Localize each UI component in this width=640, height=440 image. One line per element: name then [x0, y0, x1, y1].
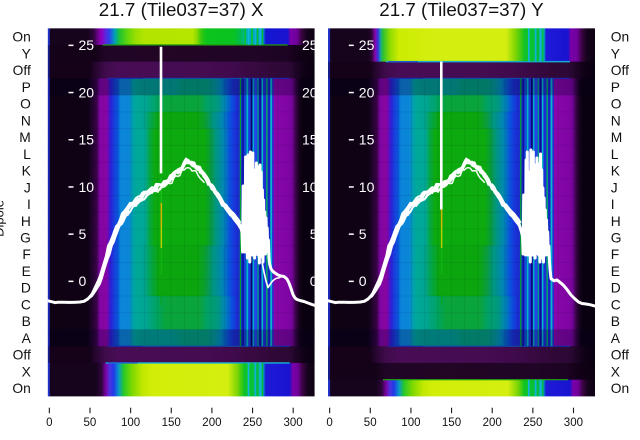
svg-text:E: E: [611, 264, 620, 279]
svg-text:5: 5: [310, 226, 318, 242]
svg-text:21.7 (Tile037=37) X: 21.7 (Tile037=37) X: [99, 0, 264, 20]
svg-text:On: On: [611, 381, 629, 396]
svg-text:Off: Off: [13, 63, 31, 78]
svg-text:20: 20: [79, 84, 95, 100]
svg-text:M: M: [611, 130, 623, 145]
svg-text:F: F: [22, 247, 30, 262]
svg-text:Off: Off: [611, 348, 629, 363]
svg-text:20: 20: [302, 84, 318, 100]
svg-text:C: C: [611, 297, 621, 312]
svg-text:Y: Y: [22, 46, 31, 61]
svg-text:X: X: [611, 364, 620, 379]
svg-text:15: 15: [359, 132, 375, 148]
svg-text:X: X: [22, 364, 31, 379]
svg-text:300: 300: [284, 417, 303, 429]
svg-text:Off: Off: [611, 63, 629, 78]
svg-text:20: 20: [359, 84, 375, 100]
svg-text:M: M: [19, 130, 31, 145]
svg-text:G: G: [20, 231, 31, 246]
svg-text:Dipole: Dipole: [0, 200, 7, 237]
svg-text:Y: Y: [611, 46, 620, 61]
svg-text:50: 50: [84, 417, 97, 429]
svg-text:5: 5: [79, 226, 87, 242]
svg-text:5: 5: [359, 226, 367, 242]
svg-text:300: 300: [564, 417, 583, 429]
svg-text:I: I: [611, 197, 615, 212]
svg-text:10: 10: [79, 179, 95, 195]
svg-text:J: J: [611, 180, 618, 195]
svg-text:N: N: [21, 113, 31, 128]
svg-text:150: 150: [162, 417, 181, 429]
svg-text:250: 250: [243, 417, 262, 429]
svg-text:25: 25: [79, 37, 95, 53]
svg-text:15: 15: [79, 132, 95, 148]
svg-text:Off: Off: [13, 348, 31, 363]
svg-text:10: 10: [302, 179, 318, 195]
svg-text:L: L: [611, 147, 619, 162]
svg-text:O: O: [611, 97, 622, 112]
svg-text:K: K: [22, 164, 32, 179]
svg-text:P: P: [611, 80, 620, 95]
svg-text:0: 0: [326, 417, 332, 429]
svg-text:0: 0: [79, 273, 87, 289]
svg-text:21.7 (Tile037=37) Y: 21.7 (Tile037=37) Y: [379, 0, 544, 20]
svg-text:0: 0: [46, 417, 52, 429]
svg-text:L: L: [23, 147, 31, 162]
svg-text:150: 150: [442, 417, 461, 429]
svg-text:0: 0: [359, 273, 367, 289]
svg-text:B: B: [22, 314, 31, 329]
svg-text:25: 25: [359, 37, 375, 53]
svg-text:15: 15: [302, 132, 318, 148]
svg-text:50: 50: [364, 417, 377, 429]
svg-text:E: E: [22, 264, 31, 279]
svg-text:On: On: [611, 30, 629, 45]
svg-text:A: A: [22, 331, 32, 346]
svg-text:10: 10: [359, 179, 375, 195]
svg-text:B: B: [611, 314, 620, 329]
svg-text:D: D: [611, 281, 621, 296]
svg-text:H: H: [611, 214, 621, 229]
svg-text:200: 200: [483, 417, 502, 429]
svg-text:D: D: [21, 281, 31, 296]
svg-text:0: 0: [310, 273, 318, 289]
svg-text:H: H: [21, 214, 31, 229]
svg-text:200: 200: [202, 417, 221, 429]
svg-text:25: 25: [302, 37, 318, 53]
svg-text:N: N: [611, 113, 621, 128]
svg-text:On: On: [12, 381, 30, 396]
svg-text:J: J: [24, 180, 31, 195]
svg-text:F: F: [611, 247, 619, 262]
svg-text:I: I: [27, 197, 31, 212]
svg-text:100: 100: [121, 417, 140, 429]
svg-text:G: G: [611, 231, 622, 246]
svg-text:250: 250: [523, 417, 542, 429]
svg-text:A: A: [611, 331, 621, 346]
svg-text:P: P: [22, 80, 31, 95]
svg-text:100: 100: [401, 417, 420, 429]
svg-text:On: On: [12, 30, 30, 45]
svg-text:K: K: [611, 164, 621, 179]
svg-text:C: C: [21, 297, 31, 312]
svg-text:O: O: [20, 97, 31, 112]
